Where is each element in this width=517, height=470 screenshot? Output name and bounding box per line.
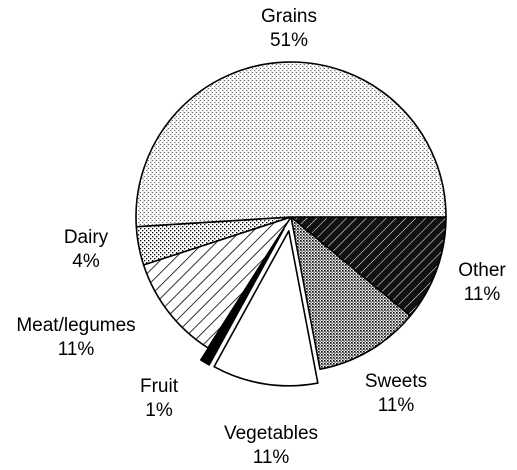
slice-name-dairy: Dairy <box>64 227 109 248</box>
slice-label-meat-legumes: Meat/legumes 11% <box>16 315 135 360</box>
slice-value-meat-legumes: 11% <box>58 339 95 360</box>
slice-label-vegetables: Vegetables 11% <box>224 423 318 468</box>
slice-value-sweets: 11% <box>378 395 415 416</box>
slice-name-meat-legumes: Meat/legumes <box>16 315 135 336</box>
slice-name-grains: Grains <box>261 6 317 27</box>
pie-slice-sweets <box>290 216 412 371</box>
pie-labels: Other 11% Sweets 11% Vegetables 11% Fruit 1% Mea… <box>16 6 506 468</box>
slice-value-fruit: 1% <box>145 400 173 421</box>
slice-name-sweets: Sweets <box>365 371 427 392</box>
slice-value-grains: 51% <box>270 30 308 51</box>
slice-label-grains: Grains 51% <box>261 6 317 51</box>
pie-slice-other <box>290 216 447 317</box>
pie-slice-grains <box>135 61 447 228</box>
slice-label-sweets: Sweets 11% <box>365 371 427 416</box>
pie-slice-meat-legumes <box>142 216 292 349</box>
slice-label-other: Other 11% <box>458 260 506 305</box>
slice-value-dairy: 4% <box>72 251 100 272</box>
pie-slice-vegetables <box>213 230 319 387</box>
slice-name-vegetables: Vegetables <box>224 423 318 444</box>
slice-value-other: 11% <box>464 284 501 305</box>
slice-label-fruit: Fruit 1% <box>140 376 179 421</box>
pie-slices <box>135 61 447 387</box>
pie-slice-fruit <box>200 228 285 366</box>
slice-label-dairy: Dairy 4% <box>64 227 109 272</box>
slice-value-vegetables: 11% <box>253 447 290 468</box>
slice-name-other: Other <box>458 260 506 281</box>
slice-name-fruit: Fruit <box>140 376 179 397</box>
